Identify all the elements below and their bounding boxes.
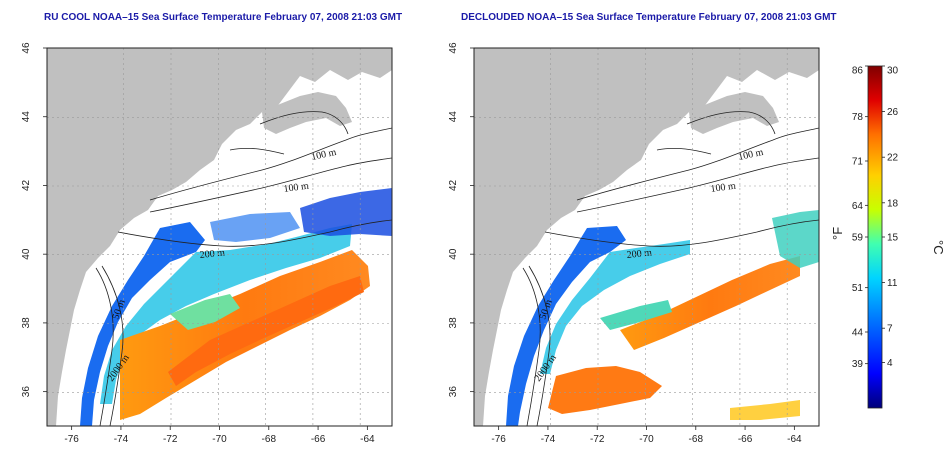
lon-tick-label: -68 [262, 434, 277, 445]
celsius-tick-label: 7 [887, 324, 893, 335]
isobath-contours [95, 111, 392, 426]
fahrenheit-tick-label: 64 [852, 201, 864, 212]
lat-tick-label: 46 [21, 42, 32, 54]
lat-tick-label: 38 [448, 317, 459, 329]
lon-tick-label: -72 [163, 434, 178, 445]
lon-tick-label: -68 [689, 434, 704, 445]
right-lat-axis: 36 38 40 42 44 46 [448, 42, 474, 397]
sst-scatter-north [300, 188, 392, 236]
sst-east-patch [772, 210, 819, 268]
celsius-unit-label: °C [931, 240, 946, 255]
fahrenheit-tick-label: 39 [852, 359, 864, 370]
contour-label-100m-a: 100 m [310, 147, 337, 163]
lat-tick-label: 40 [21, 248, 32, 260]
contour-label-100m-a: 100 m [737, 147, 764, 163]
lat-tick-label: 36 [448, 386, 459, 398]
fahrenheit-tick-label: 86 [852, 66, 864, 77]
sst-warm-core [168, 276, 364, 386]
fahrenheit-tick-label: 71 [852, 157, 864, 168]
lon-tick-label: -64 [787, 434, 802, 445]
celsius-tick-label: 18 [887, 198, 899, 209]
lat-tick-label: 42 [21, 179, 32, 191]
lon-tick-label: -66 [311, 434, 326, 445]
graticule [47, 48, 392, 426]
left-lat-axis: 36 38 40 42 44 46 [21, 42, 47, 397]
fahrenheit-unit-label: °F [830, 227, 845, 240]
celsius-tick-label: 26 [887, 107, 899, 118]
lon-tick-label: -72 [590, 434, 605, 445]
sst-warm-lower [548, 366, 662, 414]
land-nova-scotia [689, 92, 779, 134]
lon-tick-label: -76 [491, 434, 506, 445]
right-sst-map: 100 m 100 m 200 m 50 m 2000 m -76 -74 -72-… [448, 42, 820, 445]
contour-label-200m: 200 m [626, 247, 653, 261]
right-lon-axis: -76 -74 -72 -70 -68 -66 -64 [491, 426, 802, 445]
right-map-title: DECLOUDED NOAA–15 Sea Surface Temperatur… [461, 12, 837, 23]
lon-tick-label: -76 [64, 434, 79, 445]
lat-tick-label: 42 [448, 179, 459, 191]
lon-tick-label: -74 [541, 434, 556, 445]
sst-gulf-stream [620, 256, 800, 350]
contour-label-200m: 200 m [199, 247, 226, 261]
lat-tick-label: 38 [21, 317, 32, 329]
graticule [474, 48, 819, 426]
lon-tick-label: -70 [639, 434, 654, 445]
celsius-tick-label: 11 [887, 278, 898, 289]
land-mass [474, 48, 819, 426]
celsius-tick-label: 30 [887, 66, 899, 77]
sst-coastal-band [506, 226, 626, 426]
celsius-tick-label: 22 [887, 153, 899, 164]
colorbar-gradient [867, 65, 883, 409]
lon-tick-label: -64 [360, 434, 375, 445]
celsius-tick-label: 4 [887, 358, 893, 369]
lon-tick-label: -74 [114, 434, 129, 445]
fahrenheit-tick-label: 78 [852, 112, 864, 123]
lat-tick-label: 36 [21, 386, 32, 398]
sst-cyan-band [100, 224, 352, 404]
sst-yellow-south [730, 400, 800, 420]
colorbar: 86 78 71 64 59 51 44 39 30 26 22 18 15 11 7 4 °F °C [830, 66, 946, 409]
sst-coastal-band [80, 222, 205, 426]
lon-tick-label: -66 [738, 434, 753, 445]
fahrenheit-tick-label: 51 [852, 283, 864, 294]
lat-tick-label: 40 [448, 248, 459, 260]
left-sst-map: 100 m 100 m 200 m 50 m 2000 m -76 -74 -72-… [21, 42, 393, 445]
left-lon-axis: -76 -74 -72 -70 -68 -66 -64 [64, 426, 375, 445]
fahrenheit-tick-label: 59 [852, 233, 864, 244]
colorbar-celsius-ticks: 30 26 22 18 15 11 7 4 [882, 66, 899, 369]
lat-tick-label: 46 [448, 42, 459, 54]
lat-tick-label: 44 [21, 111, 32, 123]
land-mass [47, 48, 392, 426]
sst-cyan-band [540, 240, 690, 374]
isobath-contours [522, 111, 819, 426]
lon-tick-label: -70 [212, 434, 227, 445]
sst-scatter-mid [210, 212, 300, 242]
fahrenheit-tick-label: 44 [852, 328, 864, 339]
sst-teal-patch [170, 294, 240, 330]
contour-label-100m-b: 100 m [283, 181, 310, 195]
celsius-tick-label: 15 [887, 233, 899, 244]
colorbar-fahrenheit-ticks: 86 78 71 64 59 51 44 39 [852, 66, 868, 370]
left-map-title: RU COOL NOAA–15 Sea Surface Temperature … [44, 12, 403, 23]
lat-tick-label: 44 [448, 111, 459, 123]
contour-label-100m-b: 100 m [710, 181, 737, 195]
sst-teal-patch [600, 300, 672, 330]
land-nova-scotia [262, 92, 352, 134]
